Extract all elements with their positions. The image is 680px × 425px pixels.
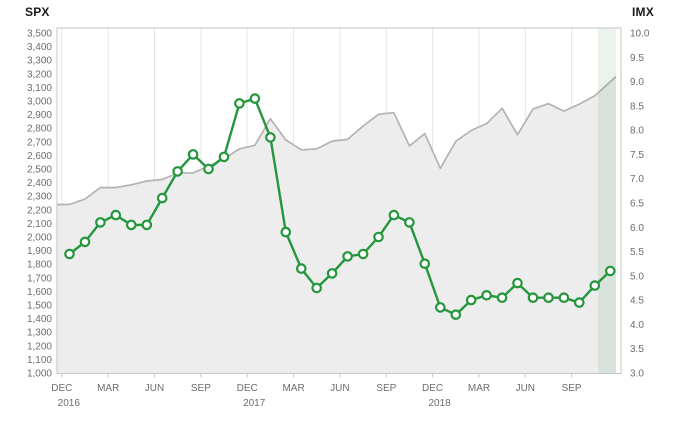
imx-data-point [126, 219, 137, 231]
imx-data-point [434, 302, 446, 313]
y-axis-left-tick-label: 2,400 [27, 178, 52, 189]
spx-line [57, 75, 617, 206]
x-axis-month-label: DEC [422, 383, 443, 394]
latest-month-highlight-band [598, 28, 616, 374]
y-axis-left-tick-label: 2,100 [27, 219, 52, 230]
y-axis-right-tick-label: 3.5 [630, 344, 644, 355]
y-axis-left-tick-label: 1,900 [27, 246, 52, 257]
y-axis-right-tick-label: 4.5 [630, 296, 644, 307]
imx-data-point [589, 280, 601, 291]
imx-data-point [280, 226, 292, 238]
y-axis-left-tick-label: 1,000 [27, 369, 52, 380]
imx-data-point [543, 292, 554, 303]
imx-data-point [326, 268, 338, 279]
imx-axis-title: IMX [632, 5, 654, 19]
y-axis-left-tick-label: 2,900 [27, 110, 52, 121]
y-axis-right-tick-label: 6.5 [630, 199, 644, 210]
y-axis-right-tick-label: 4.0 [630, 320, 644, 331]
imx-data-point [404, 217, 415, 228]
spx-axis-title: SPX [25, 5, 50, 19]
y-axis-right-tick-label: 7.5 [630, 150, 644, 161]
imx-data-point [604, 265, 616, 277]
y-axis-left-tick-label: 1,600 [27, 287, 52, 298]
imx-data-point [187, 149, 199, 160]
x-axis-year-label: 2017 [243, 398, 266, 409]
imx-data-point [141, 219, 153, 231]
x-axis-year-label: 2016 [58, 398, 81, 409]
imx-data-point [357, 248, 369, 260]
imx-data-point [172, 166, 183, 177]
imx-data-point [79, 236, 91, 248]
y-axis-right-tick-label: 5.0 [630, 271, 644, 282]
y-axis-left-tick-label: 1,300 [27, 328, 52, 339]
imx-data-point [295, 263, 307, 274]
imx-data-point [465, 294, 477, 306]
x-axis-month-label: DEC [51, 383, 72, 394]
imx-data-point [342, 251, 353, 262]
y-axis-left-tick-label: 3,400 [27, 42, 52, 53]
x-axis-month-label: MAR [282, 383, 304, 394]
y-axis-left-tick-label: 2,500 [27, 165, 52, 176]
y-axis-left-tick-label: 3,100 [27, 83, 52, 94]
imx-data-point [373, 231, 384, 243]
x-axis-month-label: SEP [376, 383, 396, 394]
imx-data-point [110, 209, 122, 221]
x-axis-month-label: MAR [468, 383, 490, 394]
y-axis-left-tick-label: 3,000 [27, 97, 52, 108]
imx-data-point [311, 282, 322, 294]
x-axis-month-label: DEC [237, 383, 258, 394]
y-axis-left-tick-label: 1,400 [27, 314, 52, 325]
y-axis-left-tick-label: 3,500 [27, 29, 52, 40]
imx-data-point [573, 297, 585, 308]
y-axis-right-tick-label: 3.0 [630, 369, 644, 380]
imx-data-point [388, 209, 400, 221]
y-axis-left-tick-label: 3,300 [27, 56, 52, 67]
x-axis-month-label: SEP [191, 383, 211, 394]
y-axis-right-tick-label: 9.5 [630, 53, 644, 64]
x-axis-month-label: SEP [562, 383, 582, 394]
y-axis-left-tick-label: 2,600 [27, 151, 52, 162]
y-axis-right-tick-label: 8.0 [630, 126, 644, 137]
imx-data-point [249, 93, 261, 104]
imx-data-point [203, 163, 214, 175]
y-axis-left-tick-label: 2,800 [27, 124, 52, 135]
imx-data-point [218, 151, 230, 163]
y-axis-left-tick-label: 2,300 [27, 192, 52, 203]
y-axis-left-tick-label: 2,000 [27, 233, 52, 244]
x-axis-year-label: 2018 [428, 398, 451, 409]
y-axis-right-tick-label: 7.0 [630, 174, 644, 185]
x-axis-month-label: JUN [145, 383, 164, 394]
imx-data-point [450, 309, 462, 320]
imx-data-point [64, 248, 75, 260]
imx-data-point [156, 192, 168, 204]
y-axis-left-tick-label: 1,700 [27, 273, 52, 284]
y-axis-right-tick-label: 6.0 [630, 223, 644, 234]
x-axis-month-label: JUN [330, 383, 349, 394]
imx-data-point [527, 292, 539, 303]
y-axis-left-tick-label: 1,100 [27, 355, 52, 366]
y-axis-left-tick-label: 1,500 [27, 301, 52, 312]
y-axis-left-tick-label: 2,200 [27, 205, 52, 216]
imx-data-point [234, 98, 245, 109]
imx-data-point [419, 258, 431, 269]
imx-data-point [558, 292, 570, 303]
imx-data-point [481, 289, 492, 301]
y-axis-right-tick-label: 8.5 [630, 101, 644, 112]
imx-data-point [496, 292, 508, 303]
y-axis-left-tick-label: 1,800 [27, 260, 52, 271]
x-axis-month-label: JUN [516, 383, 535, 394]
imx-data-point [512, 277, 523, 289]
imx-data-point [95, 217, 106, 228]
imx-data-point [265, 132, 276, 143]
y-axis-left-tick-label: 2,700 [27, 137, 52, 148]
y-axis-right-tick-label: 5.5 [630, 247, 644, 258]
plot-border [56, 27, 622, 374]
y-axis-right-tick-label: 9.0 [630, 77, 644, 88]
y-axis-left-tick-label: 1,200 [27, 341, 52, 352]
x-axis-month-label: MAR [97, 383, 119, 394]
y-axis-right-tick-label: 10.0 [630, 29, 650, 40]
y-axis-left-tick-label: 3,200 [27, 69, 52, 80]
